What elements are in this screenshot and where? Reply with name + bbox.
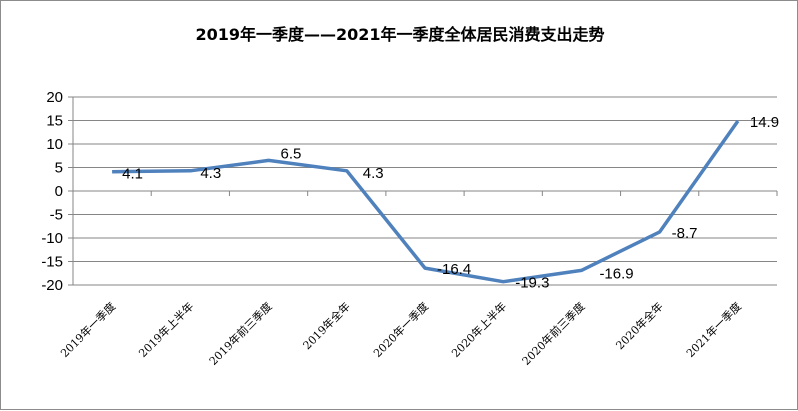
y-tick-label: -15 xyxy=(41,254,63,271)
x-tick-label: 2020年上半年 xyxy=(449,299,510,360)
x-tick-label: 2019年前三季度 xyxy=(206,299,275,368)
data-label: -16.9 xyxy=(599,265,633,282)
y-tick-label: 0 xyxy=(55,183,63,200)
x-tick-label: 2019年上半年 xyxy=(136,299,197,360)
x-tick-label: 2020年前三季度 xyxy=(519,299,588,368)
x-tick-label: 2020年全年 xyxy=(613,299,666,352)
data-label: 4.1 xyxy=(122,166,143,183)
x-tick-label: 2020年一季度 xyxy=(370,299,431,360)
data-label: 6.5 xyxy=(281,145,302,162)
x-tick-label: 2021年一季度 xyxy=(683,299,744,360)
y-tick-label: -20 xyxy=(41,277,63,294)
data-label: -8.7 xyxy=(672,225,698,242)
data-label: -16.4 xyxy=(437,261,471,278)
y-tick-label: -10 xyxy=(41,230,63,247)
x-tick-label: 2019年一季度 xyxy=(57,299,118,360)
y-tick-label: 5 xyxy=(55,160,63,177)
x-tick-label: 2019年全年 xyxy=(300,299,353,352)
data-label: 4.3 xyxy=(363,165,384,182)
chart-title: 2019年一季度——2021年一季度全体居民消费支出走势 xyxy=(195,25,605,44)
data-label: 4.3 xyxy=(200,165,221,182)
data-label: -19.3 xyxy=(515,275,549,292)
y-tick-label: -5 xyxy=(50,207,63,224)
y-tick-label: 20 xyxy=(46,89,63,106)
y-tick-label: 15 xyxy=(46,113,63,130)
series-line xyxy=(112,119,740,284)
data-label: 14.9 xyxy=(750,114,779,131)
y-tick-label: 10 xyxy=(46,136,63,153)
